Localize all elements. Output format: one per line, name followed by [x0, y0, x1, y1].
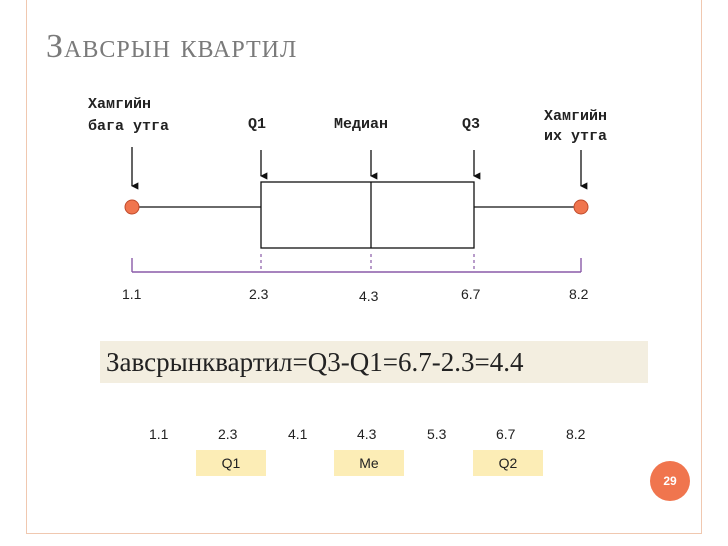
max-label-line1: Хамгийн: [544, 108, 608, 125]
sequence-value: 6.7: [496, 426, 516, 442]
q1-label: Q1: [248, 116, 267, 133]
median-tag: Me: [334, 450, 404, 476]
axis-value-max: 8.2: [569, 286, 589, 302]
sequence-value: 4.1: [288, 426, 308, 442]
sequence-value: 5.3: [427, 426, 447, 442]
median-label: Медиан: [334, 116, 389, 133]
slide-title: Завсрын квартил: [46, 28, 298, 65]
axis-value-min: 1.1: [122, 286, 142, 302]
q3-label: Q3: [462, 116, 481, 133]
min-point: [124, 199, 140, 215]
iqr-box: [260, 181, 475, 249]
max-point: [573, 199, 589, 215]
page-number-badge: 29: [650, 461, 690, 501]
min-label-line1: Хамгийн: [88, 96, 152, 113]
min-label-line2: бага утга: [88, 118, 170, 135]
iqr-formula: Завсрынквартил=Q3-Q1=6.7-2.3=4.4: [100, 341, 648, 383]
axis-value-median: 4.3: [359, 288, 379, 304]
axis-value-q1: 2.3: [249, 286, 269, 302]
sequence-value: 2.3: [218, 426, 238, 442]
slide-frame: [26, 0, 702, 534]
max-label-line2: их утга: [544, 128, 608, 145]
axis-value-q3: 6.7: [461, 286, 481, 302]
q1-tag: Q1: [196, 450, 266, 476]
q3-tag: Q2: [473, 450, 543, 476]
sequence-value: 1.1: [149, 426, 169, 442]
sequence-value: 4.3: [357, 426, 377, 442]
range-bracket: [131, 258, 582, 273]
sequence-value: 8.2: [566, 426, 586, 442]
